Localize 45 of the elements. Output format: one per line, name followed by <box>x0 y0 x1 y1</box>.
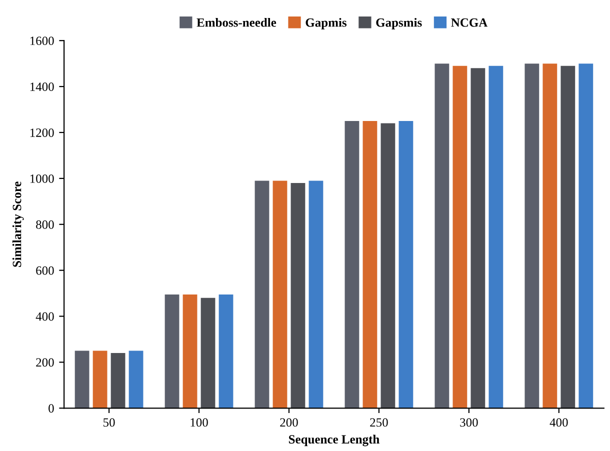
legend-label: Gapsmis <box>376 18 422 30</box>
bar <box>470 68 486 408</box>
x-axis-title: Sequence Length <box>288 434 380 446</box>
bar <box>254 180 270 408</box>
bar <box>272 180 288 408</box>
bar <box>164 294 180 408</box>
x-tick-label: 250 <box>370 418 388 427</box>
legend-label: NCGA <box>451 18 488 27</box>
y-tick-label: 1600 <box>30 36 54 46</box>
bar <box>434 64 450 408</box>
y-tick-label: 0 <box>48 404 54 413</box>
x-tick-label: 100 <box>190 418 208 427</box>
bar <box>92 350 108 408</box>
bar <box>398 120 414 408</box>
x-tick-label: 300 <box>460 418 478 427</box>
bar <box>308 180 324 408</box>
legend-label: Gapmis <box>306 18 347 30</box>
y-axis-title: Similarity Score <box>12 182 24 267</box>
bar <box>560 66 576 408</box>
x-tick-label: 200 <box>280 418 298 427</box>
y-tick-label: 400 <box>36 312 54 321</box>
bar <box>218 294 234 408</box>
y-tick-label: 200 <box>36 358 54 367</box>
y-tick-label: 800 <box>36 220 54 229</box>
bar <box>74 350 90 408</box>
bar <box>488 66 504 408</box>
bar <box>380 123 396 408</box>
x-tick-label: 400 <box>550 418 568 427</box>
x-tick-label: 50 <box>104 418 115 427</box>
bar <box>452 66 468 408</box>
legend-label: Emboss-needle <box>196 18 276 27</box>
bar <box>200 298 216 408</box>
y-tick-label: 1000 <box>30 174 54 183</box>
y-tick-label: 1200 <box>30 128 54 137</box>
bar <box>542 64 558 408</box>
bar <box>128 350 144 408</box>
bar <box>110 353 126 408</box>
bar <box>578 64 594 408</box>
y-tick-label: 600 <box>36 266 54 275</box>
bar <box>344 120 360 408</box>
y-tick-label: 1400 <box>30 82 54 91</box>
bar <box>290 183 306 408</box>
bar <box>524 64 540 408</box>
bar <box>362 120 378 408</box>
bar <box>182 294 198 408</box>
